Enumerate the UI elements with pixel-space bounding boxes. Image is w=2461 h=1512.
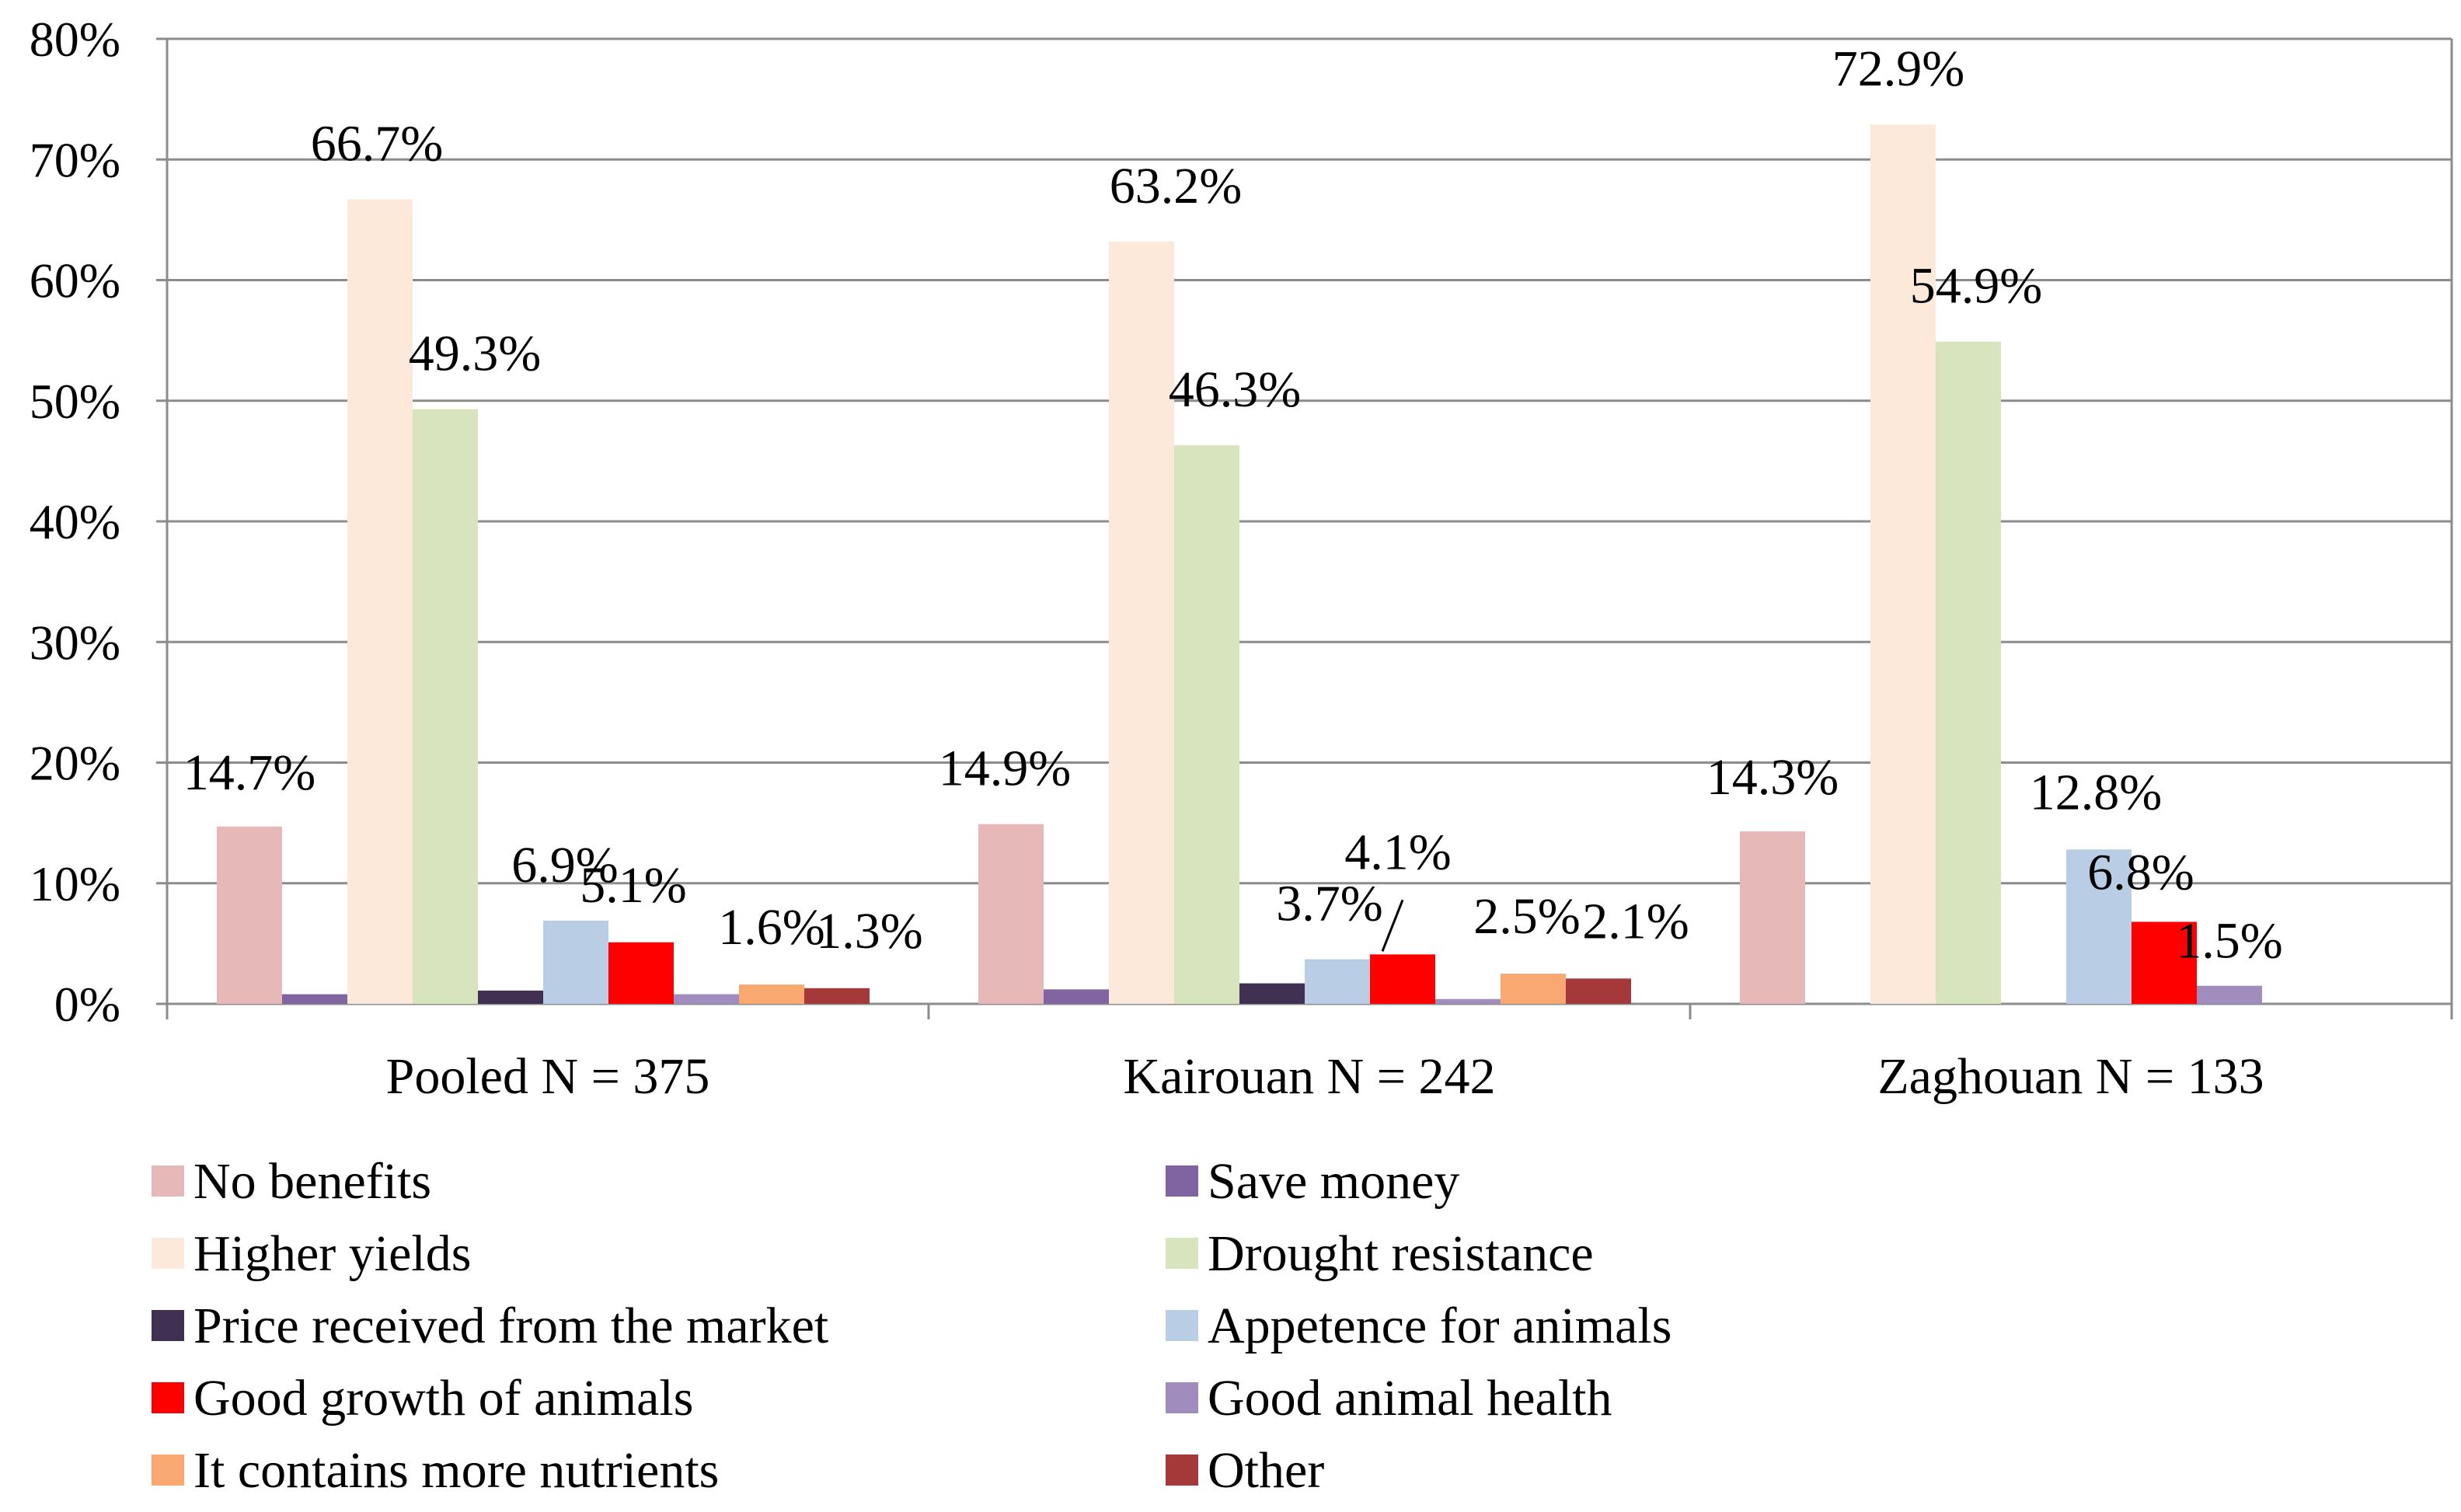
legend-swatch — [152, 1238, 184, 1269]
bar — [543, 920, 608, 1004]
bar — [282, 994, 347, 1004]
y-tick-label: 10% — [30, 856, 120, 911]
legend-swatch — [152, 1382, 184, 1413]
x-category-label: Pooled N = 375 — [386, 1048, 710, 1105]
y-tick-label: 50% — [30, 374, 120, 429]
data-label: 1.5% — [2176, 913, 2282, 970]
data-label: 6.8% — [2087, 844, 2194, 901]
legend-swatch — [1166, 1455, 1198, 1486]
bar — [739, 984, 804, 1004]
bar — [1870, 124, 1936, 1004]
bar — [804, 988, 870, 1004]
y-tick-label: 20% — [30, 736, 120, 791]
y-tick-label: 30% — [30, 615, 120, 670]
data-label: 1.6% — [718, 899, 824, 956]
data-label: 12.8% — [2030, 764, 2162, 820]
data-label: 3.7% — [1276, 876, 1382, 932]
legend-swatch — [152, 1165, 184, 1197]
bar — [1044, 989, 1109, 1004]
legend-label: Good growth of animals — [193, 1370, 693, 1427]
legend-label: Other — [1208, 1442, 1324, 1499]
bar — [1435, 998, 1501, 1004]
legend-swatch — [152, 1310, 184, 1341]
data-label: 2.5% — [1473, 888, 1580, 945]
leader-line — [1381, 899, 1404, 952]
legend-swatch — [1166, 1382, 1198, 1413]
bar — [674, 994, 739, 1004]
data-label: 2.1% — [1582, 893, 1689, 949]
data-label: 14.3% — [1706, 749, 1839, 806]
data-label: 14.9% — [939, 740, 1071, 797]
legend-label: Appetence for animals — [1208, 1298, 1671, 1354]
y-tick-label: 0% — [54, 977, 120, 1032]
bar — [1566, 978, 1631, 1004]
data-label: 63.2% — [1110, 158, 1242, 214]
bar — [1305, 959, 1370, 1004]
bar — [2197, 985, 2262, 1004]
data-label: 1.3% — [816, 903, 922, 960]
legend-label: Price received from the market — [193, 1298, 828, 1354]
bar — [1936, 341, 2001, 1004]
data-label: 54.9% — [1910, 258, 2042, 315]
bar — [1109, 241, 1174, 1004]
legend-swatch — [1166, 1310, 1198, 1341]
x-category-label: Zaghouan N = 133 — [1877, 1048, 2264, 1105]
bar — [1174, 445, 1239, 1004]
legend-label: Good animal health — [1208, 1370, 1612, 1427]
data-label: 14.7% — [183, 744, 315, 801]
bar — [413, 409, 478, 1004]
data-label: 66.7% — [311, 115, 443, 172]
bar — [2132, 921, 2197, 1004]
data-label: 6.9% — [511, 837, 618, 894]
bar — [217, 826, 282, 1004]
legend-swatch — [1166, 1165, 1198, 1197]
data-label: 72.9% — [1832, 40, 1964, 97]
data-label: 4.1% — [1344, 824, 1451, 880]
bar — [608, 942, 674, 1004]
legend-swatch — [152, 1455, 184, 1486]
bar — [1370, 954, 1435, 1004]
y-tick-label: 40% — [30, 494, 120, 549]
legend-label: It contains more nutrients — [193, 1442, 719, 1499]
data-label: 5.1% — [580, 857, 686, 914]
legend-swatch — [1166, 1238, 1198, 1269]
bar — [1239, 983, 1305, 1004]
data-label: 46.3% — [1169, 361, 1301, 418]
data-label: 49.3% — [409, 326, 541, 382]
y-tick-label: 70% — [30, 132, 120, 187]
bar — [347, 199, 413, 1004]
legend-label: Drought resistance — [1208, 1225, 1594, 1282]
bar — [1740, 831, 1805, 1004]
bar — [478, 990, 543, 1004]
bar — [978, 824, 1044, 1004]
bar — [2066, 849, 2132, 1004]
y-tick-label: 60% — [30, 253, 120, 308]
legend-label: No benefits — [193, 1153, 431, 1210]
x-category-label: Kairouan N = 242 — [1124, 1048, 1496, 1105]
legend-label: Save money — [1208, 1153, 1459, 1210]
legend-label: Higher yields — [193, 1225, 471, 1282]
y-tick-label: 80% — [30, 12, 120, 67]
bar — [1501, 974, 1566, 1004]
